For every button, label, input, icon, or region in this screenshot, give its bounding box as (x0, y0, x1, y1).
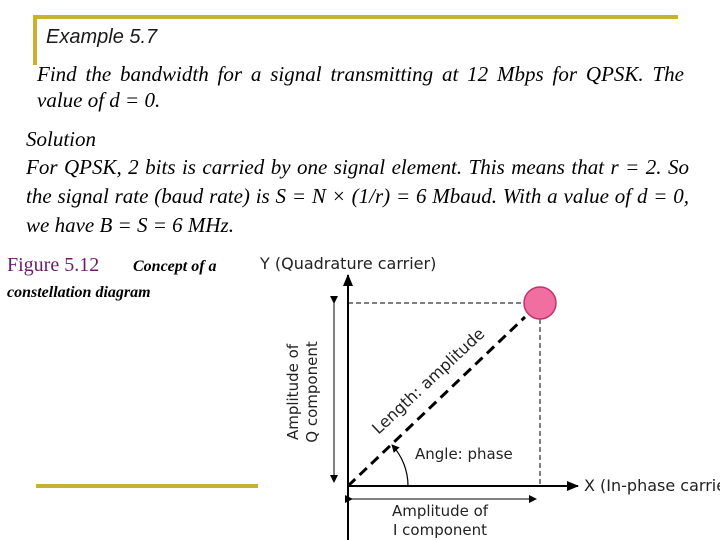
constellation-diagram: Y (Quadrature carrier) X (In-phase carri… (260, 254, 720, 540)
constellation-point (523, 286, 557, 320)
y-axis-label: Y (Quadrature carrier) (260, 254, 436, 273)
solution-heading: Solution (26, 127, 97, 151)
angle-phase-label: Angle: phase (415, 445, 513, 463)
figure-caption-line1: Concept of a (133, 258, 217, 275)
example-title: Example 5.7 (46, 26, 158, 48)
slide-frame-bottom-rule (36, 484, 258, 488)
length-amplitude-label: Length: amplitude (368, 324, 488, 438)
q-amplitude-label-line2: Q component (303, 341, 321, 443)
solution-text: For QPSK, 2 bits is carried by one signa… (26, 155, 689, 237)
q-amplitude-label-line1: Amplitude of (284, 343, 302, 440)
q-amplitude-label: Amplitude of Q component (284, 341, 321, 443)
phase-angle-arc (391, 444, 409, 487)
slide-frame-left-rule (33, 15, 37, 65)
i-amplitude-label-line1: Amplitude of (392, 502, 489, 520)
question-text: Find the bandwidth for a signal transmit… (37, 62, 684, 112)
figure-caption-line2: constellation diagram (7, 284, 151, 301)
i-amplitude-label-line2: I component (393, 521, 487, 539)
amplitude-vector (346, 315, 527, 488)
x-axis-label: X (In-phase carrier) (584, 476, 720, 495)
slide-frame-top-rule (33, 15, 678, 19)
figure-label: Figure 5.12 (7, 254, 100, 276)
